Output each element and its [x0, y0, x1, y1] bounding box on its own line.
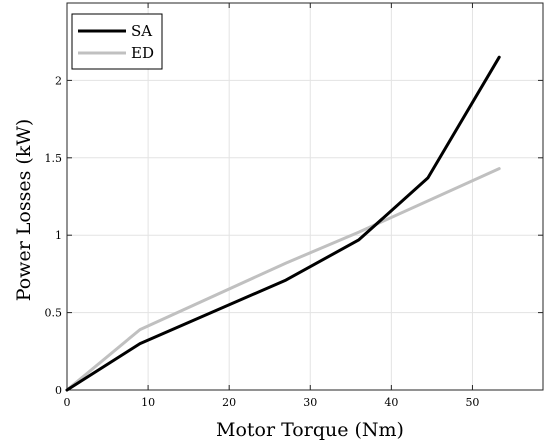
x-tick-label: 0 [64, 396, 71, 409]
x-tick-label: 30 [303, 396, 317, 409]
y-tick-label: 0.5 [45, 307, 63, 320]
y-tick-label: 0 [55, 384, 62, 397]
x-tick-label: 50 [465, 396, 479, 409]
y-tick-label: 1.5 [45, 152, 63, 165]
x-tick-label: 10 [141, 396, 155, 409]
x-tick-label: 20 [222, 396, 236, 409]
y-tick-label: 1 [55, 229, 62, 242]
legend-label-ed: ED [131, 44, 154, 62]
legend-box [71, 13, 163, 70]
y-tick-label: 2 [55, 74, 62, 87]
y-axis-label: Power Losses (kW) [13, 119, 35, 302]
x-tick-label: 40 [384, 396, 398, 409]
plot-area-frame [66, 2, 544, 391]
legend-label-sa: SA [131, 22, 152, 40]
series-line-ed [65, 167, 501, 392]
axis-ticks: 0 10 20 30 40 50 0 0.5 1 1.5 2 [45, 3, 543, 409]
legend: SA ED [71, 13, 163, 70]
series-lines [65, 55, 501, 392]
x-axis-label: Motor Torque (Nm) [216, 419, 404, 441]
series-line-sa [65, 55, 501, 392]
